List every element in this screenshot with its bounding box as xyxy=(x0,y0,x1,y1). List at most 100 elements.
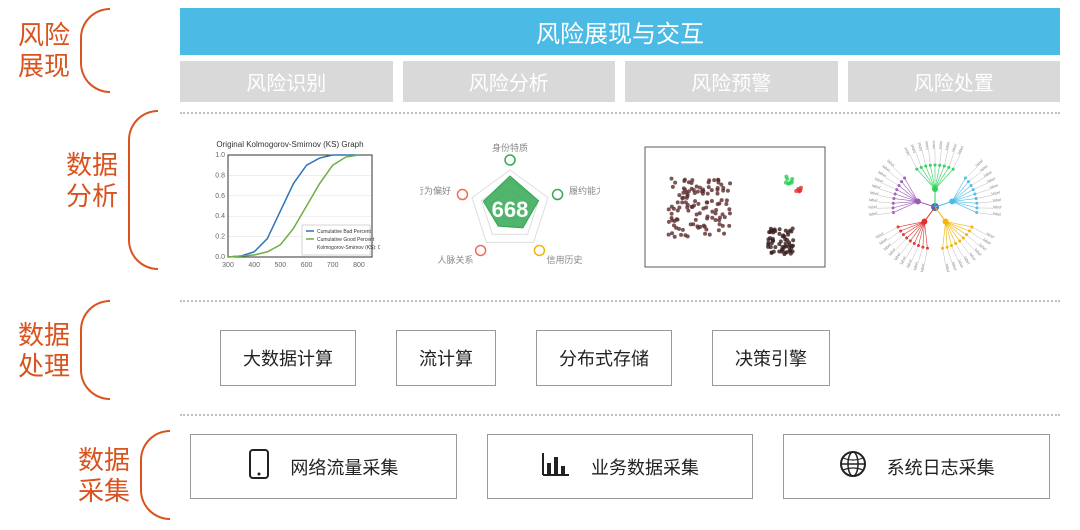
analysis-charts-row: Original Kolmogorov-Smirnov (KS) Graph 0… xyxy=(180,122,1060,292)
svg-text:label: label xyxy=(869,197,878,203)
svg-text:label: label xyxy=(944,263,950,272)
bracket-icon xyxy=(80,300,110,400)
svg-text:600: 600 xyxy=(301,262,313,269)
svg-text:668: 668 xyxy=(492,197,529,222)
tab-label: 风险处置 xyxy=(914,73,994,95)
svg-text:label: label xyxy=(871,183,881,190)
tabs-row: 风险识别 风险分析 风险预警 风险处置 xyxy=(180,61,1060,102)
label-text: 数据 xyxy=(14,320,74,351)
tab-identify[interactable]: 风险识别 xyxy=(180,61,393,102)
separator xyxy=(180,300,1060,302)
collect-label: 网络流量采集 xyxy=(290,454,398,480)
svg-text:label: label xyxy=(944,141,951,150)
svg-text:Kolmogorov-Smirnov (KS): 0.48: Kolmogorov-Smirnov (KS): 0.48 xyxy=(317,245,380,251)
svg-text:身份特质: 身份特质 xyxy=(492,142,528,153)
collect-label: 系统日志采集 xyxy=(887,454,995,480)
dendrogram-chart-cell: labellabellabellabellabellabellabellabel… xyxy=(850,132,1050,282)
label-text: 数据 xyxy=(74,445,134,476)
barchart-icon xyxy=(541,451,571,482)
side-label-data-analysis: 数据 分析 xyxy=(62,150,122,212)
ks-chart-cell: Original Kolmogorov-Smirnov (KS) Graph 0… xyxy=(190,132,390,282)
bracket-icon xyxy=(128,110,158,270)
svg-text:label: label xyxy=(992,211,1001,217)
svg-text:label: label xyxy=(924,141,930,150)
svg-text:label: label xyxy=(992,197,1001,203)
radar-chart: 身份特质履约能力信用历史 人脉关系 行为偏好 668 xyxy=(420,132,600,282)
bracket-icon xyxy=(80,8,110,93)
label-text: 采集 xyxy=(74,476,134,507)
svg-text:400: 400 xyxy=(248,262,260,269)
collect-box-network[interactable]: 网络流量采集 xyxy=(190,434,457,499)
svg-text:300: 300 xyxy=(222,262,234,269)
svg-text:label: label xyxy=(916,142,923,151)
label-text: 数据 xyxy=(62,150,122,181)
header-title: 风险展现与交互 xyxy=(536,21,704,48)
radial-tree-chart: labellabellabellabellabellabellabellabel… xyxy=(855,137,1045,277)
collect-label: 业务数据采集 xyxy=(591,454,699,480)
mobile-icon xyxy=(248,449,270,484)
svg-text:label: label xyxy=(951,261,958,271)
ks-line-chart: Original Kolmogorov-Smirnov (KS) Graph 0… xyxy=(200,137,380,277)
svg-text:0.4: 0.4 xyxy=(215,213,225,220)
svg-text:信用历史: 信用历史 xyxy=(546,254,582,265)
proc-label: 分布式存储 xyxy=(559,349,649,369)
svg-text:1.0: 1.0 xyxy=(215,152,225,159)
svg-text:label: label xyxy=(870,190,879,197)
radar-chart-cell: 身份特质履约能力信用历史 人脉关系 行为偏好 668 xyxy=(410,132,610,282)
separator xyxy=(180,414,1060,416)
svg-text:label: label xyxy=(956,145,964,155)
svg-text:label: label xyxy=(919,263,925,272)
tab-label: 风险分析 xyxy=(469,73,549,95)
collect-box-business[interactable]: 业务数据采集 xyxy=(487,434,754,499)
svg-text:label: label xyxy=(937,140,943,149)
scatter-chart-cell xyxy=(630,132,830,282)
proc-label: 流计算 xyxy=(419,349,473,369)
side-label-data-processing: 数据 处理 xyxy=(14,320,74,382)
scatter-chart xyxy=(630,137,830,277)
svg-text:0.0: 0.0 xyxy=(215,254,225,261)
tab-warning[interactable]: 风险预警 xyxy=(625,61,838,102)
tab-dispose[interactable]: 风险处置 xyxy=(848,61,1061,102)
svg-text:label: label xyxy=(909,144,917,154)
proc-box-distributed-storage[interactable]: 分布式存储 xyxy=(536,330,672,386)
label-text: 风险 xyxy=(14,20,74,51)
proc-label: 大数据计算 xyxy=(243,349,333,369)
svg-text:0.6: 0.6 xyxy=(215,193,225,200)
side-label-risk-display: 风险 展现 xyxy=(14,20,74,82)
svg-text:label: label xyxy=(989,183,999,190)
proc-label: 决策引擎 xyxy=(735,349,807,369)
svg-text:label: label xyxy=(993,204,1002,209)
tab-label: 风险识别 xyxy=(246,73,326,95)
collection-row: 网络流量采集 业务数据采集 系统日志采集 xyxy=(180,424,1060,499)
proc-box-bigdata[interactable]: 大数据计算 xyxy=(220,330,356,386)
svg-text:履约能力: 履约能力 xyxy=(569,185,600,196)
tab-label: 风险预警 xyxy=(691,73,771,95)
svg-text:500: 500 xyxy=(275,262,287,269)
svg-text:Cumulative Bad Percent: Cumulative Bad Percent xyxy=(317,229,372,235)
svg-text:800: 800 xyxy=(353,262,365,269)
svg-text:行为偏好: 行为偏好 xyxy=(420,185,451,196)
svg-text:label: label xyxy=(868,204,877,209)
svg-text:人脉关系: 人脉关系 xyxy=(438,254,474,265)
bracket-icon xyxy=(140,430,170,520)
svg-text:Cumulative Good Percent: Cumulative Good Percent xyxy=(317,237,375,243)
separator xyxy=(180,112,1060,114)
label-text: 处理 xyxy=(14,351,74,382)
svg-text:label: label xyxy=(869,211,878,217)
proc-box-decision-engine[interactable]: 决策引擎 xyxy=(712,330,830,386)
proc-box-stream[interactable]: 流计算 xyxy=(396,330,496,386)
side-label-column: 风险 展现 数据 分析 数据 处理 数据 采集 xyxy=(0,0,180,530)
label-text: 展现 xyxy=(14,51,74,82)
svg-text:700: 700 xyxy=(327,262,339,269)
svg-text:label: label xyxy=(912,261,919,271)
tab-analyze[interactable]: 风险分析 xyxy=(403,61,616,102)
side-label-data-collection: 数据 采集 xyxy=(74,445,134,507)
processing-row: 大数据计算 流计算 分布式存储 决策引擎 xyxy=(180,310,1060,406)
label-text: 分析 xyxy=(62,181,122,212)
collect-box-syslog[interactable]: 系统日志采集 xyxy=(783,434,1050,499)
svg-text:0.2: 0.2 xyxy=(215,234,225,241)
globe-icon xyxy=(839,450,867,483)
chart-title: Original Kolmogorov-Smirnov (KS) Graph xyxy=(216,140,363,149)
content-column: 风险展现与交互 风险识别 风险分析 风险预警 风险处置 Original Kol… xyxy=(180,0,1080,530)
svg-text:label: label xyxy=(931,140,936,149)
